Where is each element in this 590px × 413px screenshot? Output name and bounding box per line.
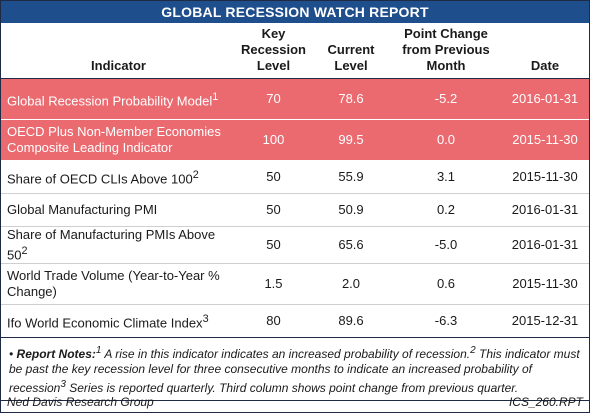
indicator-name: Global Manufacturing PMI: [1, 193, 236, 227]
footer-code: ICS_260.RPT: [508, 395, 583, 409]
indicator-name: OECD Plus Non-Member Economies Composite…: [1, 119, 236, 161]
point-change-value: 0.6: [391, 263, 501, 306]
key-level-value: 80: [236, 304, 311, 339]
date-value: 2016-01-31: [501, 226, 589, 265]
key-level-value: 100: [236, 119, 311, 161]
indicator-name: Share of Manufacturing PMIs Above 502: [1, 226, 236, 265]
table-row: OECD Plus Non-Member Economies Composite…: [1, 119, 589, 161]
date-value: 2015-12-31: [501, 304, 589, 339]
current-level-value: 65.6: [311, 226, 391, 265]
current-level-value: 50.9: [311, 193, 391, 227]
notes-text-3: Series is reported quarterly. Third colu…: [65, 381, 519, 396]
point-change-value: -5.2: [391, 78, 501, 120]
header-date: Date: [501, 23, 589, 79]
key-level-value: 70: [236, 78, 311, 120]
current-level-value: 2.0: [311, 263, 391, 306]
date-value: 2015-11-30: [501, 263, 589, 306]
header-point-change: Point Change from Previous Month: [391, 23, 501, 79]
current-level-value: 78.6: [311, 78, 391, 120]
point-change-value: -6.3: [391, 304, 501, 339]
table-row: World Trade Volume (Year-to-Year % Chang…: [1, 263, 589, 306]
notes-label: Report Notes:: [16, 347, 96, 362]
point-change-value: 3.1: [391, 160, 501, 194]
report-footer: Ned Davis Research Group ICS_260.RPT: [1, 392, 589, 412]
table-row: Global Recession Probability Model1 70 7…: [1, 78, 589, 120]
key-level-value: 1.5: [236, 263, 311, 306]
date-value: 2016-01-31: [501, 193, 589, 227]
key-level-value: 50: [236, 193, 311, 227]
report-notes: • Report Notes:1 A rise in this indicato…: [1, 338, 589, 402]
point-change-value: 0.0: [391, 119, 501, 161]
current-level-value: 99.5: [311, 119, 391, 161]
report-title: GLOBAL RECESSION WATCH REPORT: [1, 1, 589, 23]
date-value: 2015-11-30: [501, 119, 589, 161]
notes-bullet: •: [9, 347, 14, 362]
current-level-value: 89.6: [311, 304, 391, 339]
table-header-row: Indicator Key Recession Level Current Le…: [1, 23, 589, 79]
indicator-name: Global Recession Probability Model1: [1, 78, 236, 120]
indicator-name: Ifo World Economic Climate Index3: [1, 304, 236, 339]
indicator-table: Indicator Key Recession Level Current Le…: [1, 23, 589, 339]
notes-text-1: A rise in this indicator indicates an in…: [101, 347, 471, 362]
indicator-name: Share of OECD CLIs Above 1002: [1, 160, 236, 194]
key-level-value: 50: [236, 226, 311, 265]
table-row: Share of OECD CLIs Above 1002 50 55.9 3.…: [1, 160, 589, 194]
table-row: Share of Manufacturing PMIs Above 502 50…: [1, 226, 589, 265]
header-key-recession-level: Key Recession Level: [236, 23, 311, 79]
date-value: 2016-01-31: [501, 78, 589, 120]
indicator-name: World Trade Volume (Year-to-Year % Chang…: [1, 263, 236, 306]
key-level-value: 50: [236, 160, 311, 194]
footer-source: Ned Davis Research Group: [7, 395, 154, 409]
table-row: Global Manufacturing PMI 50 50.9 0.2 201…: [1, 193, 589, 227]
header-indicator: Indicator: [1, 23, 236, 79]
point-change-value: 0.2: [391, 193, 501, 227]
table-row: Ifo World Economic Climate Index3 80 89.…: [1, 304, 589, 339]
date-value: 2015-11-30: [501, 160, 589, 194]
point-change-value: -5.0: [391, 226, 501, 265]
current-level-value: 55.9: [311, 160, 391, 194]
header-current-level: Current Level: [311, 23, 391, 79]
notes-text-2: This indicator must be past the key rece…: [9, 347, 580, 396]
